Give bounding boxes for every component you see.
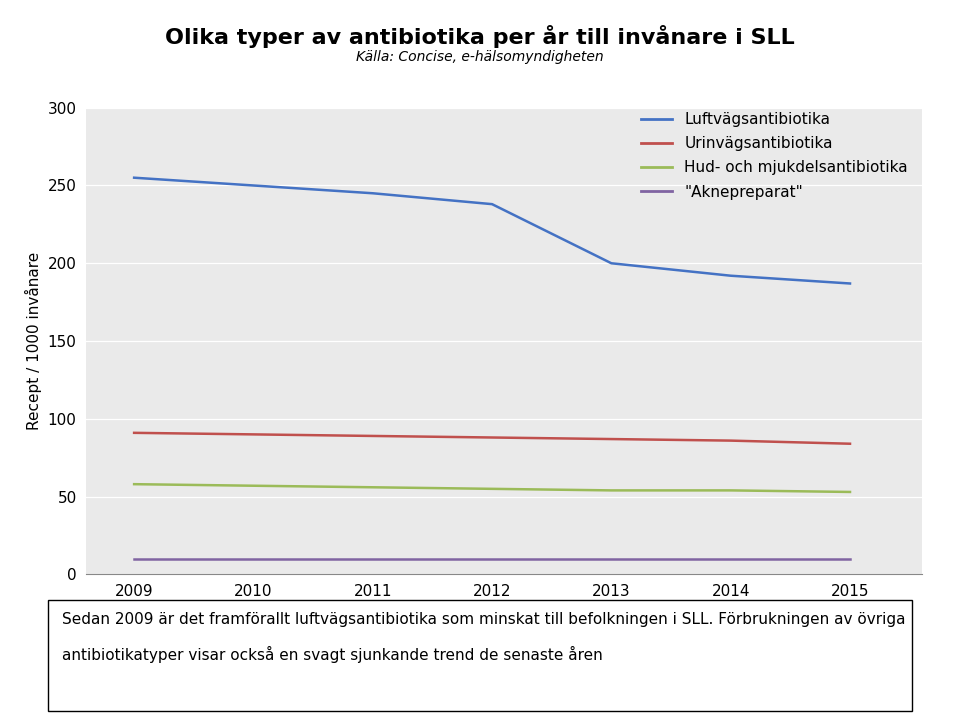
Urinvägsantibiotika	[248, 430, 259, 439]
Line: Luftvägsantibiotika: Luftvägsantibiotika	[134, 177, 850, 284]
Urinvägsantibiotika	[129, 429, 140, 437]
Text: Sedan 2009 är det framförallt luftvägsantibiotika som minskat till befolkningen : Sedan 2009 är det framförallt luftvägsan…	[62, 612, 906, 628]
Luftvägsantibiotika	[129, 173, 140, 182]
Text: antibiotikatyper visar också en svagt sjunkande trend de senaste åren: antibiotikatyper visar också en svagt sj…	[62, 646, 603, 663]
Text: Olika typer av antibiotika per år till invånare i SLL: Olika typer av antibiotika per år till i…	[165, 25, 795, 48]
Hud- och mjukdelsantibiotika	[606, 486, 617, 495]
"Aknepreparat"	[606, 554, 617, 563]
Luftvägsantibiotika	[725, 271, 736, 280]
"Aknepreparat"	[844, 554, 855, 563]
Hud- och mjukdelsantibiotika	[725, 486, 736, 495]
"Aknepreparat"	[487, 554, 498, 563]
"Aknepreparat"	[129, 554, 140, 563]
Urinvägsantibiotika	[367, 432, 378, 440]
"Aknepreparat"	[725, 554, 736, 563]
Urinvägsantibiotika	[487, 433, 498, 442]
Luftvägsantibiotika	[487, 200, 498, 208]
Hud- och mjukdelsantibiotika	[367, 483, 378, 492]
"Aknepreparat"	[248, 554, 259, 563]
Line: Hud- och mjukdelsantibiotika: Hud- och mjukdelsantibiotika	[134, 484, 850, 492]
Y-axis label: Recept / 1000 invånare: Recept / 1000 invånare	[25, 252, 42, 430]
Hud- och mjukdelsantibiotika	[487, 485, 498, 493]
Urinvägsantibiotika	[844, 439, 855, 448]
Hud- och mjukdelsantibiotika	[844, 488, 855, 496]
Urinvägsantibiotika	[725, 437, 736, 445]
"Aknepreparat"	[367, 554, 378, 563]
Legend: Luftvägsantibiotika, Urinvägsantibiotika, Hud- och mjukdelsantibiotika, "Aknepre: Luftvägsantibiotika, Urinvägsantibiotika…	[636, 106, 914, 206]
Luftvägsantibiotika	[844, 279, 855, 288]
Luftvägsantibiotika	[248, 181, 259, 190]
Urinvägsantibiotika	[606, 435, 617, 444]
Hud- och mjukdelsantibiotika	[248, 481, 259, 490]
Text: Källa: Concise, e-hälsomyndigheten: Källa: Concise, e-hälsomyndigheten	[356, 50, 604, 64]
Line: Urinvägsantibiotika: Urinvägsantibiotika	[134, 433, 850, 444]
Hud- och mjukdelsantibiotika	[129, 480, 140, 488]
Luftvägsantibiotika	[367, 189, 378, 197]
Luftvägsantibiotika	[606, 259, 617, 268]
